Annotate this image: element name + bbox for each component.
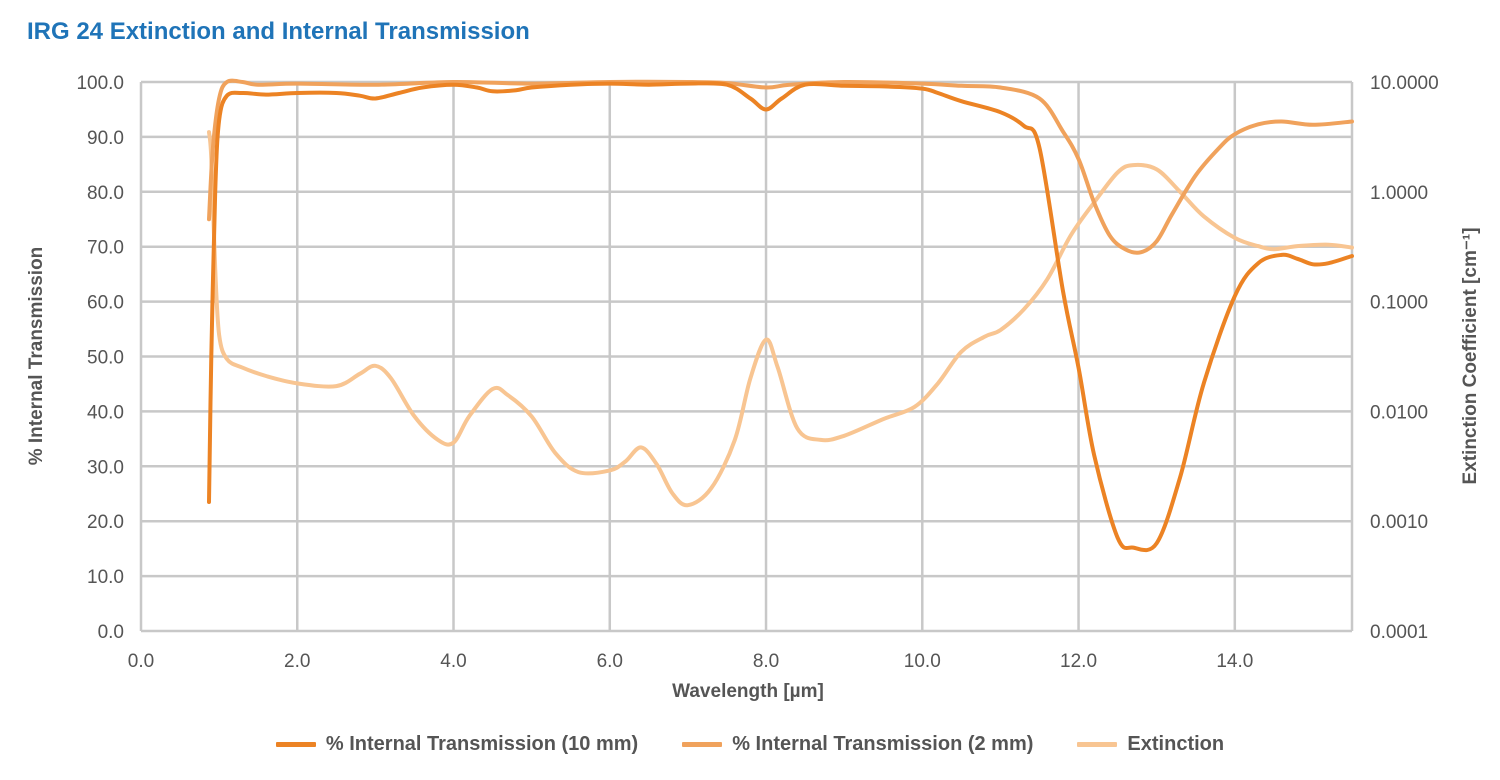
y-tick-label: 70.0 xyxy=(87,238,124,259)
y-tick-label: 100.0 xyxy=(76,73,124,94)
x-tick-label: 8.0 xyxy=(753,651,779,672)
legend-swatch-10mm xyxy=(275,742,316,747)
y-tick-label: 30.0 xyxy=(87,457,124,478)
y-tick-label: 20.0 xyxy=(87,512,124,533)
y-tick-label: 10.0 xyxy=(87,567,124,588)
y-tick-label: 90.0 xyxy=(87,128,124,149)
y-tick-label: 40.0 xyxy=(87,402,124,423)
x-tick-label: 0.0 xyxy=(128,651,154,672)
ticks-layer: 0.0 10.0 20.0 30.0 40.0 50.0 60.0 70.0 80.0 90.0 1… xyxy=(76,73,1438,672)
legend-item-10mm[interactable]: % Internal Transmission (10 mm) xyxy=(275,733,639,756)
series-line-extinction xyxy=(207,130,1354,508)
series-layer xyxy=(207,78,1354,553)
y2-axis-title: Extinction Coefficient [cm⁻¹] xyxy=(1460,227,1481,484)
y-tick-label: 80.0 xyxy=(87,183,124,204)
legend-swatch-extinction xyxy=(1077,742,1118,747)
legend-label-2mm: % Internal Transmission (2 mm) xyxy=(732,733,1034,755)
y-tick-label: 0.0 xyxy=(98,622,124,643)
x-tick-label: 4.0 xyxy=(440,651,466,672)
x-tick-label: 10.0 xyxy=(904,651,941,672)
y-tick-label: 50.0 xyxy=(87,348,124,369)
x-tick-label: 12.0 xyxy=(1060,651,1097,672)
y2-tick-label: 0.0001 xyxy=(1370,622,1428,643)
x-axis-title: Wavelength [µm] xyxy=(672,681,824,702)
legend-swatch-2mm xyxy=(682,742,723,747)
x-tick-label: 6.0 xyxy=(597,651,623,672)
legend-label-10mm: % Internal Transmission (10 mm) xyxy=(325,733,639,755)
x-tick-label: 2.0 xyxy=(284,651,310,672)
y2-tick-label: 10.0000 xyxy=(1370,73,1439,94)
chart-title: IRG 24 Extinction and Internal Transmiss… xyxy=(27,18,530,45)
legend: % Internal Transmission (10 mm) % Intern… xyxy=(0,733,1500,756)
legend-label-extinction: Extinction xyxy=(1127,733,1225,755)
legend-item-2mm[interactable]: % Internal Transmission (2 mm) xyxy=(682,733,1033,756)
series-line-10mm xyxy=(207,81,1354,553)
y2-tick-label: 0.0010 xyxy=(1370,512,1428,533)
legend-item-extinction[interactable]: Extinction xyxy=(1077,733,1224,756)
y2-tick-label: 0.0100 xyxy=(1370,402,1428,423)
y2-tick-label: 1.0000 xyxy=(1370,183,1428,204)
y-tick-label: 60.0 xyxy=(87,293,124,314)
x-tick-label: 14.0 xyxy=(1216,651,1253,672)
y2-tick-label: 0.1000 xyxy=(1370,293,1428,314)
y-axis-title: % Internal Transmission xyxy=(26,247,47,466)
series-line-2mm xyxy=(207,78,1354,255)
grid-layer xyxy=(139,80,1354,633)
